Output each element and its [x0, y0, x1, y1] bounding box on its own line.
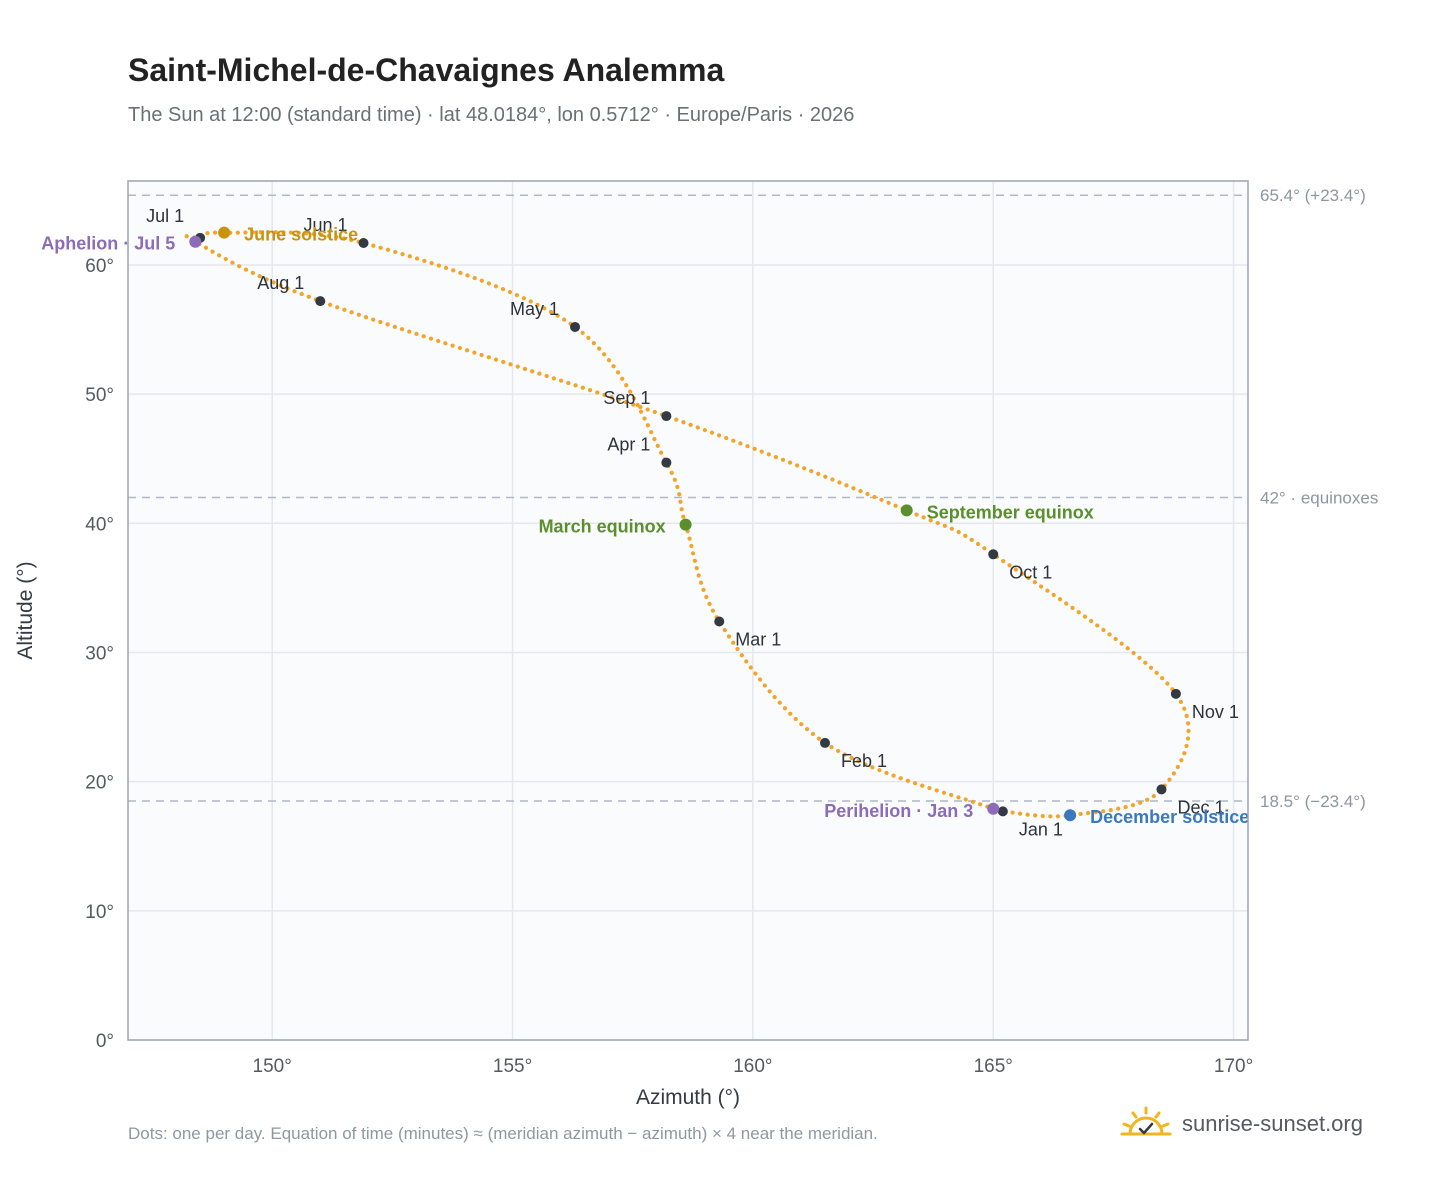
- month-marker: [1170, 688, 1181, 699]
- month-label: Jan 1: [1019, 819, 1063, 839]
- plot-frame: [127, 180, 1249, 1041]
- y-tick-label: 60°: [85, 256, 114, 277]
- event-label: March equinox: [539, 517, 666, 537]
- event-label: June solstice: [244, 225, 358, 245]
- x-tick-label: 170°: [1214, 1056, 1253, 1077]
- event-marker: [987, 802, 1000, 815]
- month-label: Jun 1: [303, 215, 347, 235]
- event-marker: [1064, 809, 1077, 822]
- event-marker: [218, 226, 231, 239]
- event-label: September equinox: [927, 502, 1094, 522]
- x-tick-label: 155°: [493, 1056, 532, 1077]
- month-label: Oct 1: [1009, 562, 1052, 582]
- month-label: Aug 1: [257, 273, 304, 293]
- month-label: May 1: [510, 299, 559, 319]
- y-tick-label: 20°: [85, 773, 114, 794]
- month-label: Nov 1: [1192, 702, 1239, 722]
- month-label: Jul 1: [146, 206, 184, 226]
- month-label: Feb 1: [841, 751, 887, 771]
- event-marker: [679, 518, 692, 531]
- y-axis-title: Altitude (°): [14, 561, 37, 659]
- x-tick-label: 160°: [733, 1056, 772, 1077]
- month-marker: [315, 296, 326, 307]
- y-tick-label: 0°: [96, 1031, 114, 1052]
- reference-line-label: 65.4° (+23.4°): [1260, 186, 1366, 205]
- month-label: Mar 1: [735, 629, 781, 649]
- footnote: Dots: one per day. Equation of time (min…: [128, 1124, 878, 1143]
- x-tick-label: 150°: [253, 1056, 292, 1077]
- y-tick-label: 50°: [85, 385, 114, 406]
- brand-text: sunrise-sunset.org: [1182, 1111, 1363, 1136]
- brand: sunrise-sunset.org: [1118, 1100, 1363, 1148]
- x-axis-title: Azimuth (°): [636, 1086, 740, 1109]
- event-label: December solstice: [1090, 807, 1249, 827]
- month-marker: [661, 411, 672, 422]
- event-marker: [189, 235, 202, 248]
- month-marker: [997, 806, 1008, 817]
- chart-title: Saint-Michel-de-Chavaignes Analemma: [128, 52, 725, 88]
- month-marker: [1156, 784, 1167, 795]
- month-marker: [988, 549, 999, 560]
- month-marker: [661, 457, 672, 468]
- y-tick-label: 10°: [85, 902, 114, 923]
- reference-line-label: 42° · equinoxes: [1260, 488, 1378, 507]
- sun-logo-icon: [1120, 1106, 1172, 1136]
- y-tick-label: 30°: [85, 643, 114, 664]
- x-tick-label: 165°: [974, 1056, 1013, 1077]
- month-label: Dec 1: [1177, 797, 1224, 817]
- plot-area: [128, 181, 1248, 1040]
- event-label: Aphelion · Jul 5: [41, 234, 175, 254]
- month-marker: [714, 616, 725, 627]
- reference-line-label: 18.5° (−23.4°): [1260, 792, 1366, 811]
- y-tick-label: 40°: [85, 514, 114, 535]
- month-marker: [358, 238, 369, 249]
- month-label: Apr 1: [607, 435, 650, 455]
- chart-subtitle: The Sun at 12:00 (standard time) · lat 4…: [128, 104, 855, 126]
- month-marker: [819, 737, 830, 748]
- event-marker: [900, 504, 913, 517]
- month-marker: [570, 321, 581, 332]
- month-label: Sep 1: [603, 388, 650, 408]
- event-label: Perihelion · Jan 3: [824, 801, 973, 821]
